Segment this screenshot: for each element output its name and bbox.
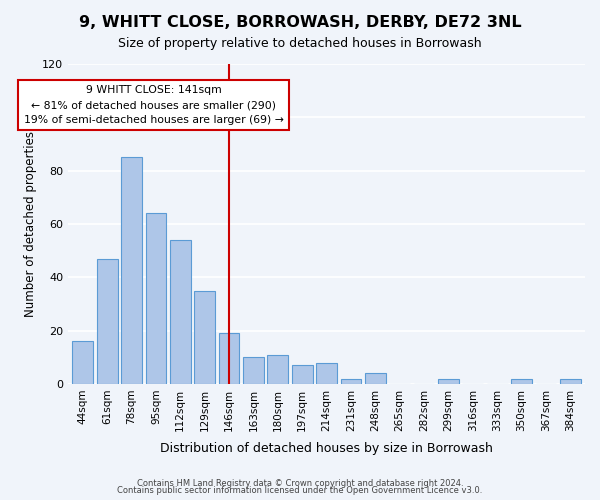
Bar xyxy=(560,378,581,384)
Bar xyxy=(243,357,264,384)
Bar xyxy=(194,290,215,384)
Bar xyxy=(365,373,386,384)
Bar xyxy=(438,378,459,384)
Bar xyxy=(316,362,337,384)
Bar xyxy=(511,378,532,384)
Bar xyxy=(341,378,361,384)
X-axis label: Distribution of detached houses by size in Borrowash: Distribution of detached houses by size … xyxy=(160,442,493,455)
Y-axis label: Number of detached properties: Number of detached properties xyxy=(23,131,37,317)
Bar xyxy=(97,258,118,384)
Text: Size of property relative to detached houses in Borrowash: Size of property relative to detached ho… xyxy=(118,38,482,51)
Text: Contains HM Land Registry data © Crown copyright and database right 2024.: Contains HM Land Registry data © Crown c… xyxy=(137,478,463,488)
Bar xyxy=(146,214,166,384)
Bar xyxy=(268,354,288,384)
Bar xyxy=(170,240,191,384)
Bar xyxy=(292,365,313,384)
Bar xyxy=(121,158,142,384)
Text: Contains public sector information licensed under the Open Government Licence v3: Contains public sector information licen… xyxy=(118,486,482,495)
Text: 9, WHITT CLOSE, BORROWASH, DERBY, DE72 3NL: 9, WHITT CLOSE, BORROWASH, DERBY, DE72 3… xyxy=(79,15,521,30)
Text: 9 WHITT CLOSE: 141sqm
← 81% of detached houses are smaller (290)
19% of semi-det: 9 WHITT CLOSE: 141sqm ← 81% of detached … xyxy=(23,86,283,125)
Bar xyxy=(219,334,239,384)
Bar xyxy=(73,341,93,384)
